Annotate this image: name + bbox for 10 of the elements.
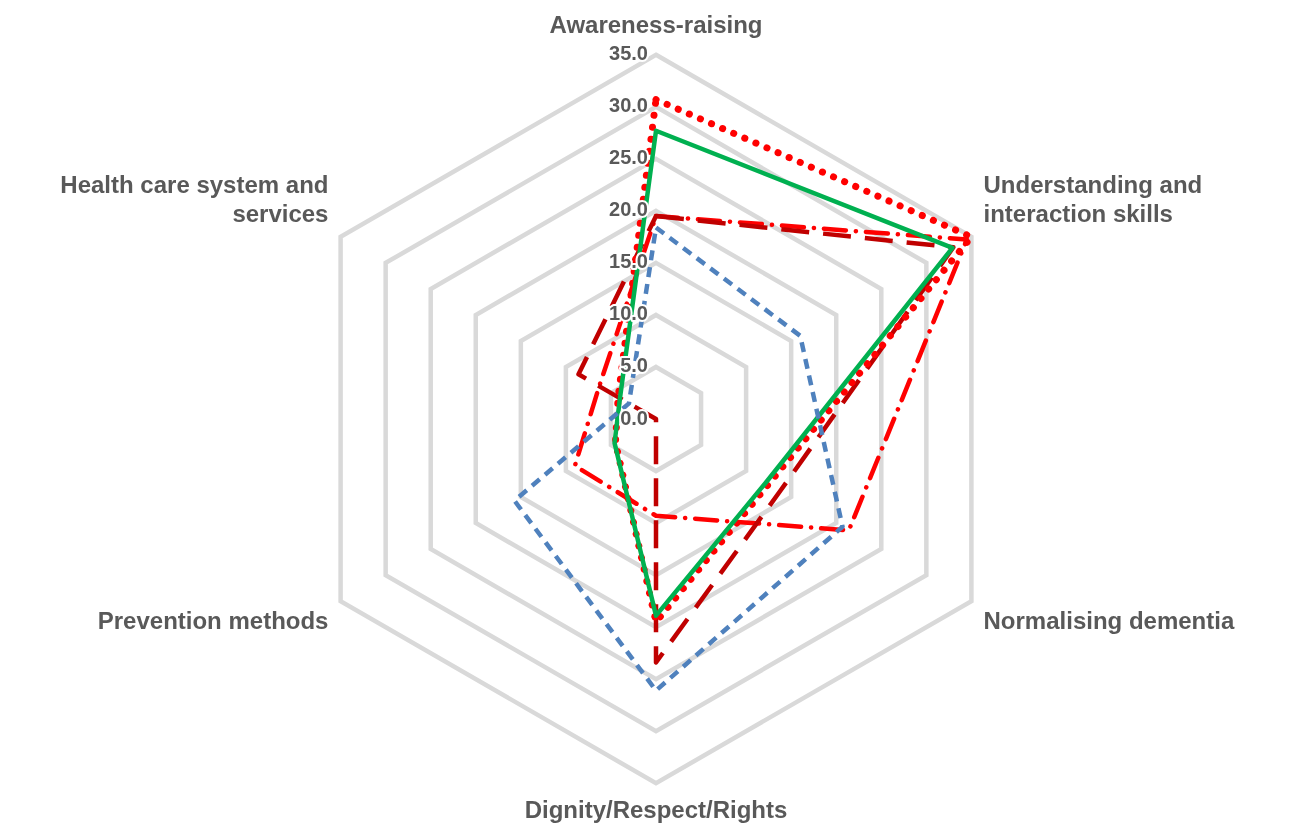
y-tick-label: 30.0 — [609, 94, 648, 117]
spoke-label: Prevention methods — [97, 607, 329, 635]
y-tick-label: 0.0 — [620, 406, 648, 429]
spoke-label: Awareness-raising — [549, 11, 763, 39]
spoke-label: Dignity/Respect/Rights — [524, 796, 788, 824]
spoke-label: Understanding and interaction skills — [983, 171, 1203, 228]
y-tick-label: 35.0 — [609, 42, 648, 65]
spoke-label: Health care system and services — [60, 171, 329, 228]
spoke-label: Normalising dementia — [983, 607, 1235, 635]
y-tick-label: 25.0 — [609, 146, 648, 169]
